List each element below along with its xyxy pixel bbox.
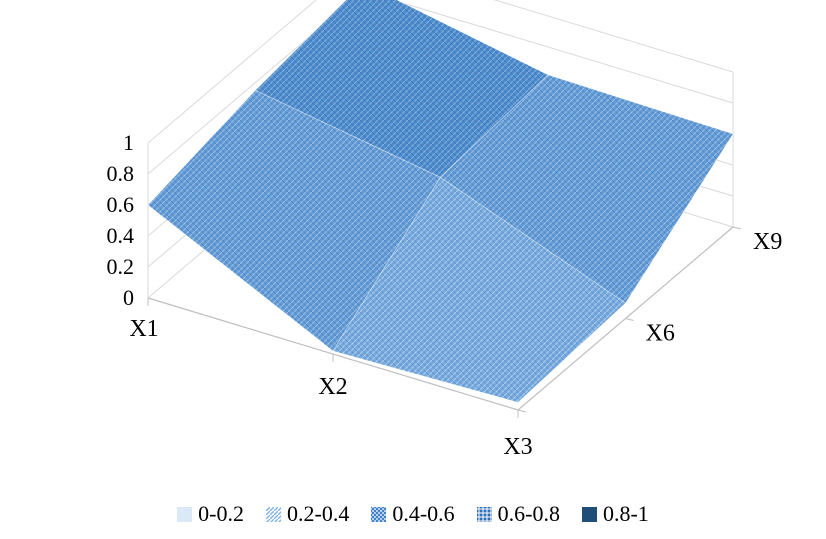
chart-tick-labels: 0 0.2 0.4 0.6 0.8 1 X1 X2 X3 X6 X9	[107, 130, 783, 460]
gridline	[147, 0, 734, 144]
x-tick-label: X2	[318, 374, 347, 400]
z-tick-label: 0.4	[107, 223, 135, 248]
legend-item: 0-0.2	[177, 501, 244, 527]
depth-tick-label: X6	[646, 321, 675, 347]
legend-item: 0.8-1	[581, 501, 649, 527]
z-tick-label: 0.6	[107, 192, 135, 217]
z-tick-label: 1	[123, 130, 134, 155]
legend-swatch	[476, 506, 492, 522]
legend-label: 0.6-0.8	[497, 501, 560, 526]
legend-label: 0.4-0.6	[392, 501, 455, 526]
x-tick-label: X1	[129, 316, 158, 342]
surface-texture	[333, 177, 626, 403]
legend-swatch	[266, 506, 281, 522]
legend-label: 0.2-0.4	[287, 501, 350, 526]
depth-tick-label: X9	[753, 229, 782, 255]
surface-texture	[255, 0, 548, 178]
x-tick-label: X3	[503, 434, 532, 460]
depth-tick-mark	[517, 409, 527, 413]
surface-texture	[148, 90, 441, 351]
gridline	[147, 0, 734, 175]
surface-texture	[440, 74, 733, 304]
chart-axes	[147, 226, 742, 418]
legend-swatch	[177, 506, 193, 522]
surface-plot	[147, 0, 734, 403]
chart-legend: 0-0.2 0.2-0.4 0.4-0.6 0.6-0.8 0.8-1	[0, 497, 826, 531]
z-tick-label: 0.2	[107, 254, 135, 279]
z-tick-label: 0	[123, 285, 134, 310]
legend-swatch	[581, 506, 597, 522]
legend-label: 0.8-1	[602, 501, 649, 526]
depth-tick-mark	[625, 318, 634, 321]
depth-tick-mark	[732, 226, 742, 230]
legend-label: 0-0.2	[198, 501, 244, 526]
legend-item: 0.6-0.8	[476, 501, 560, 527]
z-tick-label: 0.8	[107, 161, 135, 186]
legend-swatch	[371, 506, 387, 522]
legend-item: 0.2-0.4	[266, 501, 349, 527]
legend-item: 0.4-0.6	[371, 501, 455, 527]
